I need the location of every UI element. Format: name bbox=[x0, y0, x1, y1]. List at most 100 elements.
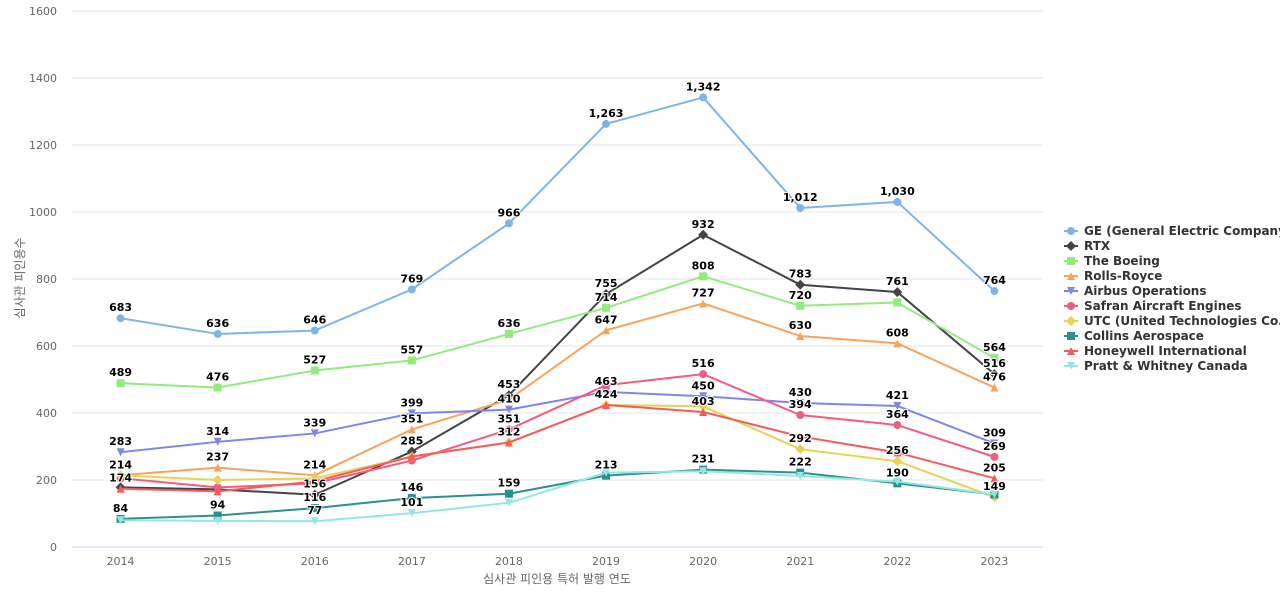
data-label: 351 bbox=[497, 412, 520, 425]
data-label: 450 bbox=[692, 379, 715, 392]
data-point bbox=[213, 437, 222, 446]
legend-item[interactable]: UTC (United Technologies Co... bbox=[1064, 314, 1280, 328]
data-label: 84 bbox=[113, 502, 129, 515]
data-label: 761 bbox=[886, 275, 909, 288]
legend-marker bbox=[1067, 287, 1075, 295]
data-label: 269 bbox=[983, 440, 1006, 453]
data-labels: 683 636 646 769 966 1,263 1,342 1,012 1,030 764 15… bbox=[108, 79, 1007, 518]
data-point bbox=[406, 446, 417, 457]
series-line bbox=[119, 468, 996, 520]
data-label: 101 bbox=[400, 496, 423, 509]
x-tick-label: 2019 bbox=[592, 555, 620, 568]
data-point bbox=[407, 452, 416, 461]
y-tick-label: 600 bbox=[36, 340, 57, 353]
legend-marker bbox=[1067, 257, 1075, 265]
legend-marker bbox=[1067, 332, 1075, 340]
data-label: 283 bbox=[109, 435, 132, 448]
data-point bbox=[602, 468, 611, 477]
data-label: 116 bbox=[303, 491, 326, 504]
data-label: 557 bbox=[400, 343, 423, 356]
legend-label: Airbus Operations bbox=[1084, 284, 1207, 298]
data-point bbox=[990, 354, 999, 363]
data-label: 1,012 bbox=[783, 191, 818, 204]
legend-marker bbox=[1067, 302, 1075, 310]
legend-item[interactable]: Honeywell International bbox=[1064, 344, 1247, 358]
legend-item[interactable]: Collins Aerospace bbox=[1064, 329, 1204, 343]
data-point bbox=[796, 432, 805, 441]
legend-label: UTC (United Technologies Co... bbox=[1084, 314, 1280, 328]
data-point bbox=[407, 509, 416, 518]
y-tick-label: 1400 bbox=[29, 72, 57, 85]
series-2 bbox=[115, 229, 1000, 500]
data-point bbox=[602, 303, 611, 312]
data-point bbox=[116, 448, 125, 457]
data-point bbox=[699, 272, 708, 281]
data-point bbox=[893, 339, 902, 348]
data-point bbox=[213, 483, 222, 492]
data-label: 966 bbox=[497, 206, 520, 219]
data-point bbox=[796, 301, 805, 310]
data-point bbox=[407, 425, 416, 434]
legend-label: Collins Aerospace bbox=[1084, 329, 1204, 343]
legend-label: Pratt & Whitney Canada bbox=[1084, 359, 1248, 373]
x-axis-title: 심사관 피인용 특허 발행 연도 bbox=[483, 571, 631, 586]
data-label: 489 bbox=[109, 366, 132, 379]
data-label: 764 bbox=[983, 274, 1006, 287]
series-1 bbox=[116, 93, 999, 338]
data-point bbox=[699, 93, 708, 102]
data-point bbox=[990, 452, 999, 461]
data-label: 394 bbox=[789, 398, 812, 411]
data-label: 309 bbox=[983, 426, 1006, 439]
data-point bbox=[602, 326, 611, 335]
data-point bbox=[796, 398, 805, 407]
data-label: 292 bbox=[789, 432, 812, 445]
data-point bbox=[990, 490, 999, 499]
series-9 bbox=[116, 400, 999, 496]
axes: 0 200 400 600 800 1000 1200 1400 1600 2014 2015 201… bbox=[29, 5, 1008, 568]
data-point bbox=[796, 471, 805, 480]
legend-marker bbox=[1066, 316, 1076, 326]
data-point bbox=[893, 477, 902, 486]
legend-item[interactable]: Safran Aircraft Engines bbox=[1064, 299, 1242, 313]
x-tick-label: 2016 bbox=[301, 555, 329, 568]
data-point bbox=[310, 477, 319, 486]
data-label: 527 bbox=[303, 353, 326, 366]
data-point bbox=[213, 329, 222, 338]
data-point bbox=[698, 229, 709, 240]
data-point bbox=[309, 489, 320, 500]
legend-item[interactable]: The Boeing bbox=[1064, 254, 1160, 268]
legend-marker bbox=[1067, 362, 1075, 370]
data-label: 237 bbox=[206, 451, 229, 464]
data-point bbox=[795, 444, 806, 455]
data-label: 783 bbox=[789, 268, 812, 281]
data-point bbox=[310, 429, 319, 438]
y-tick-label: 1200 bbox=[29, 139, 57, 152]
data-point bbox=[212, 475, 223, 485]
data-point bbox=[699, 392, 708, 401]
legend-label: Rolls-Royce bbox=[1084, 269, 1162, 283]
y-tick-label: 200 bbox=[36, 474, 57, 487]
legend-item[interactable]: Rolls-Royce bbox=[1064, 269, 1162, 283]
legend-item[interactable]: Airbus Operations bbox=[1064, 284, 1207, 298]
data-point bbox=[407, 494, 416, 503]
data-label: 769 bbox=[400, 272, 423, 285]
data-point bbox=[504, 395, 513, 404]
data-label: 453 bbox=[497, 378, 520, 391]
legend-item[interactable]: RTX bbox=[1064, 239, 1111, 253]
data-point bbox=[795, 279, 806, 290]
data-label: 564 bbox=[983, 341, 1006, 354]
legend-item[interactable]: Pratt & Whitney Canada bbox=[1064, 359, 1248, 373]
data-label: 647 bbox=[595, 313, 618, 326]
series-line bbox=[119, 403, 996, 493]
data-point bbox=[699, 467, 708, 476]
data-point bbox=[893, 421, 902, 430]
data-label: 285 bbox=[400, 435, 423, 448]
data-label: 608 bbox=[886, 326, 909, 339]
data-point bbox=[504, 329, 513, 338]
data-point bbox=[407, 409, 416, 418]
y-tick-label: 800 bbox=[36, 273, 57, 286]
legend-item[interactable]: GE (General Electric Company) bbox=[1064, 224, 1280, 238]
data-point bbox=[602, 381, 611, 390]
